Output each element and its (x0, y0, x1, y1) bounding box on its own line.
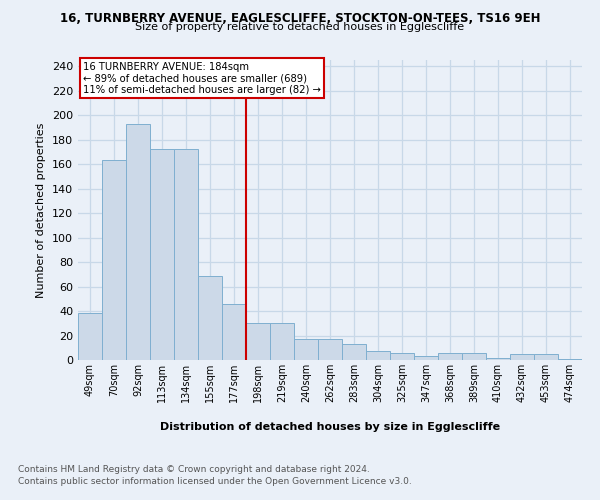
Bar (534, 354, 558, 360)
Bar (270, 324, 294, 360)
Text: Contains HM Land Registry data © Crown copyright and database right 2024.: Contains HM Land Registry data © Crown c… (18, 465, 370, 474)
Bar (174, 150, 198, 360)
Text: 16, TURNBERRY AVENUE, EAGLESCLIFFE, STOCKTON-ON-TEES, TS16 9EH: 16, TURNBERRY AVENUE, EAGLESCLIFFE, STOC… (60, 12, 540, 26)
Bar (246, 324, 270, 360)
Bar (78, 314, 102, 360)
Text: 16 TURNBERRY AVENUE: 184sqm
← 89% of detached houses are smaller (689)
11% of se: 16 TURNBERRY AVENUE: 184sqm ← 89% of det… (83, 62, 321, 94)
Y-axis label: Number of detached properties: Number of detached properties (37, 122, 46, 298)
Text: Contains public sector information licensed under the Open Government Licence v3: Contains public sector information licen… (18, 478, 412, 486)
Bar (510, 354, 534, 360)
Bar (150, 150, 174, 360)
Bar (294, 339, 318, 360)
Bar (126, 124, 150, 360)
Bar (342, 344, 366, 360)
Text: Distribution of detached houses by size in Egglescliffe: Distribution of detached houses by size … (160, 422, 500, 432)
Bar (222, 304, 246, 360)
Text: Size of property relative to detached houses in Egglescliffe: Size of property relative to detached ho… (136, 22, 464, 32)
Bar (462, 352, 486, 360)
Bar (486, 358, 510, 360)
Bar (198, 276, 222, 360)
Bar (558, 359, 582, 360)
Bar (438, 352, 462, 360)
Bar (366, 352, 390, 360)
Bar (318, 339, 342, 360)
Bar (414, 356, 438, 360)
Bar (102, 160, 126, 360)
Bar (390, 352, 414, 360)
